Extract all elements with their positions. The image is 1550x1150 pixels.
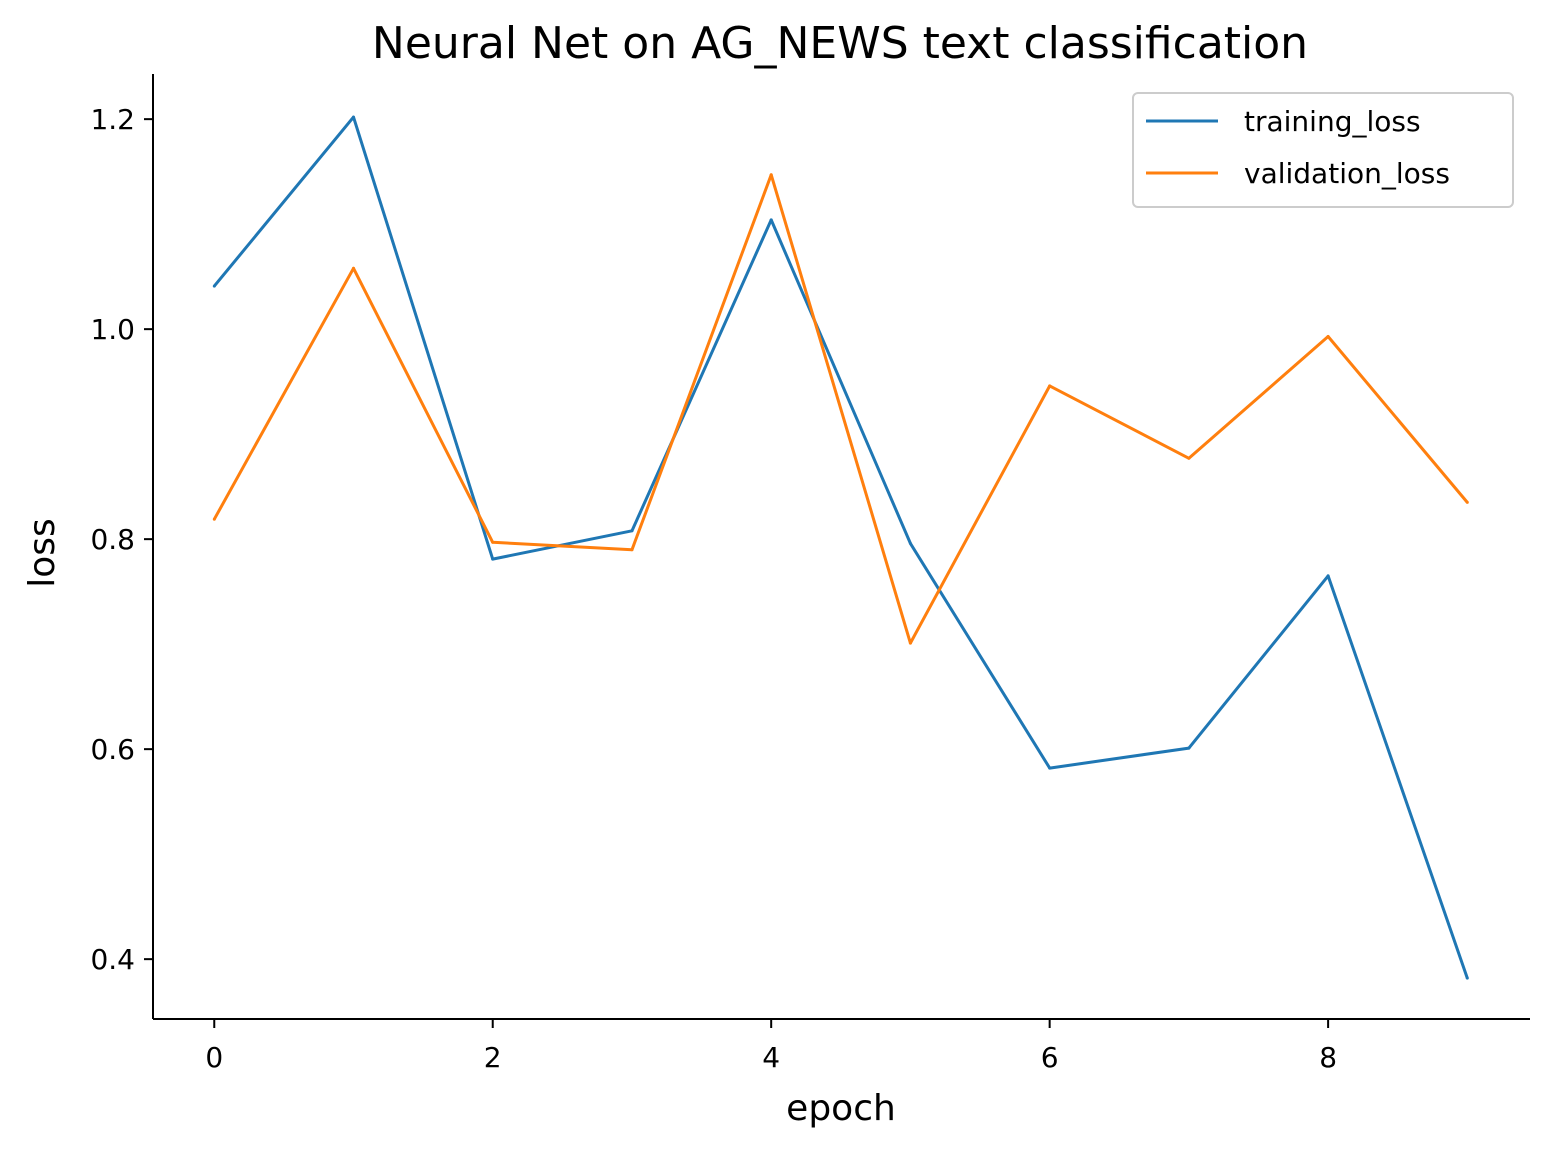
data-point-training-loss-9 — [1465, 976, 1469, 980]
data-point-training-loss-6 — [1048, 766, 1052, 770]
y-tick-label: 0.4 — [90, 943, 135, 976]
y-tick-label: 1.2 — [90, 103, 135, 136]
plot-area — [212, 115, 1469, 980]
y-tick-label: 0.6 — [90, 733, 135, 766]
data-point-validation-loss-0 — [212, 517, 216, 521]
x-ticks: 0 2 4 6 8 — [205, 1019, 1337, 1074]
x-tick-label: 2 — [484, 1041, 502, 1074]
y-ticks: 0.4 0.6 0.8 1.0 1.2 — [90, 103, 153, 976]
x-tick-label: 4 — [762, 1041, 780, 1074]
y-tick-label: 0.8 — [90, 523, 135, 556]
data-point-training-loss-8 — [1326, 574, 1330, 578]
legend-label-training-loss: training_loss — [1244, 105, 1421, 138]
legend-label-validation-loss: validation_loss — [1244, 157, 1450, 190]
data-point-training-loss-3 — [630, 529, 634, 533]
series-line-validation-loss — [212, 173, 1469, 645]
y-tick-label: 1.0 — [90, 313, 135, 346]
x-tick-label: 0 — [205, 1041, 223, 1074]
series-line-training-loss — [213, 115, 1469, 979]
data-point-training-loss-4 — [769, 218, 773, 222]
data-point-validation-loss-3 — [630, 548, 634, 552]
data-point-validation-loss-1 — [352, 266, 355, 270]
data-point-validation-loss-7 — [1187, 456, 1191, 460]
chart-title: Neural Net on AG_NEWS text classificatio… — [372, 18, 1308, 69]
x-tick-label: 8 — [1319, 1041, 1337, 1074]
data-point-validation-loss-9 — [1465, 500, 1469, 504]
legend: training_loss validation_loss — [1132, 92, 1514, 208]
y-axis-label: loss — [22, 518, 63, 588]
data-point-validation-loss-5 — [908, 641, 912, 645]
data-point-validation-loss-6 — [1048, 384, 1052, 388]
data-point-validation-loss-8 — [1326, 335, 1330, 338]
data-point-training-loss-7 — [1187, 746, 1191, 750]
data-point-validation-loss-4 — [769, 173, 773, 177]
x-axis-label: epoch — [786, 1088, 896, 1129]
data-point-training-loss-5 — [908, 541, 912, 545]
x-tick-label: 6 — [1041, 1041, 1059, 1074]
data-point-training-loss-0 — [212, 284, 216, 288]
legend-box — [1132, 92, 1514, 208]
data-point-validation-loss-2 — [491, 540, 495, 544]
data-point-training-loss-1 — [352, 115, 355, 119]
data-point-training-loss-2 — [491, 557, 495, 561]
